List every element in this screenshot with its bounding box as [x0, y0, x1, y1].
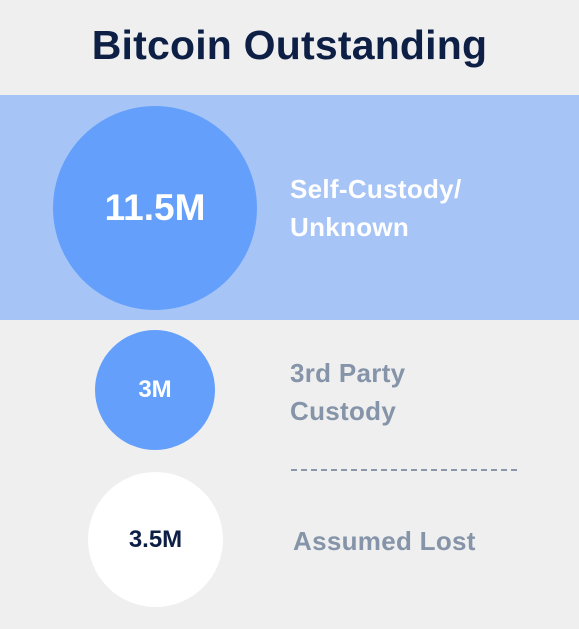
third-party-value: 3M — [138, 376, 172, 403]
third-party-label: 3rd Party Custody — [290, 354, 490, 430]
self-custody-label-line1: Self-Custody/ — [290, 174, 462, 204]
assumed-lost-label: Assumed Lost — [293, 522, 533, 560]
third-party-label-line1: 3rd Party — [290, 358, 406, 388]
assumed-lost-value: 3.5M — [128, 525, 183, 553]
self-custody-circle: 11.5M — [53, 106, 257, 310]
self-custody-label: Self-Custody/ Unknown — [290, 170, 520, 246]
chart-title: Bitcoin Outstanding — [91, 22, 488, 68]
self-custody-value: 11.5M — [104, 187, 206, 228]
self-custody-label-line2: Unknown — [290, 212, 410, 242]
third-party-label-line2: Custody — [290, 396, 397, 426]
assumed-lost-label-line1: Assumed Lost — [293, 526, 476, 556]
third-party-circle: 3M — [95, 330, 215, 450]
dashed-divider — [291, 469, 517, 471]
assumed-lost-circle: 3.5M — [88, 472, 223, 607]
